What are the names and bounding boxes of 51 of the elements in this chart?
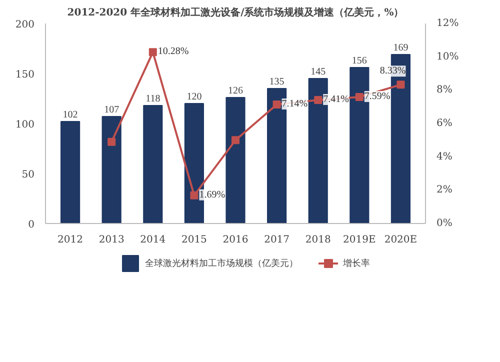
bar [143,105,163,224]
data-label: 102 [62,110,78,120]
data-label: 120 [186,92,202,102]
x-tick-label: 2015 [181,234,207,246]
point [355,93,364,101]
y2-tick-label: 12% [436,18,459,29]
point [272,100,281,108]
legend-label: 增长率 [343,258,370,270]
y2-tick-label: 8% [436,84,452,96]
data-label: 7.14% [282,98,308,110]
y2-tick-label: 4% [436,151,452,162]
data-label: 169 [393,42,408,54]
x-tick-label: 2012 [58,234,84,246]
point [232,136,240,144]
data-label: 156 [352,56,367,66]
x-tick-label: 2020E [384,234,418,246]
data-label: 126 [228,86,243,96]
y2-tick-label: 2% [436,184,452,196]
data-label: 8.33% [380,66,406,77]
point [108,138,116,146]
bar [102,116,122,224]
data-label: 7.41% [323,94,349,105]
data-label: 107 [104,104,120,116]
point [190,191,198,200]
data-label: 7.59% [364,91,390,102]
y-tick-label: 100 [15,120,35,130]
data-label: 118 [146,94,160,104]
x-tick-label: 2018 [305,234,331,246]
x-tick-label: 2016 [222,234,248,246]
bar [60,121,80,224]
x-tick-label: 2014 [140,234,166,246]
y-tick-label: 200 [15,20,35,30]
chart-title: 2012-2020 年全球材料加工激光设备/系统市场规模及增速（亿美元，%） [67,6,404,18]
data-label: 1.69% [199,189,226,200]
point [396,80,405,89]
x-tick-label: 2019E [343,234,376,246]
point [148,48,157,56]
data-label: 145 [310,66,326,78]
y2-tick-label: 0% [436,218,452,229]
y-tick-label: 50 [22,170,35,180]
legend-label: 全球激光材料加工市场规模（亿美元） [145,258,298,270]
y-tick-label: 150 [15,70,35,80]
point [314,96,322,104]
y2-tick-label: 6% [436,118,452,129]
x-tick-label: 2013 [98,234,124,246]
x-tick-label: 2017 [264,234,290,246]
y-tick-label: 0 [28,220,35,230]
data-label: 10.28% [158,46,189,58]
data-label: 135 [269,76,284,88]
y2-tick-label: 10% [436,51,459,62]
bar [226,97,246,224]
